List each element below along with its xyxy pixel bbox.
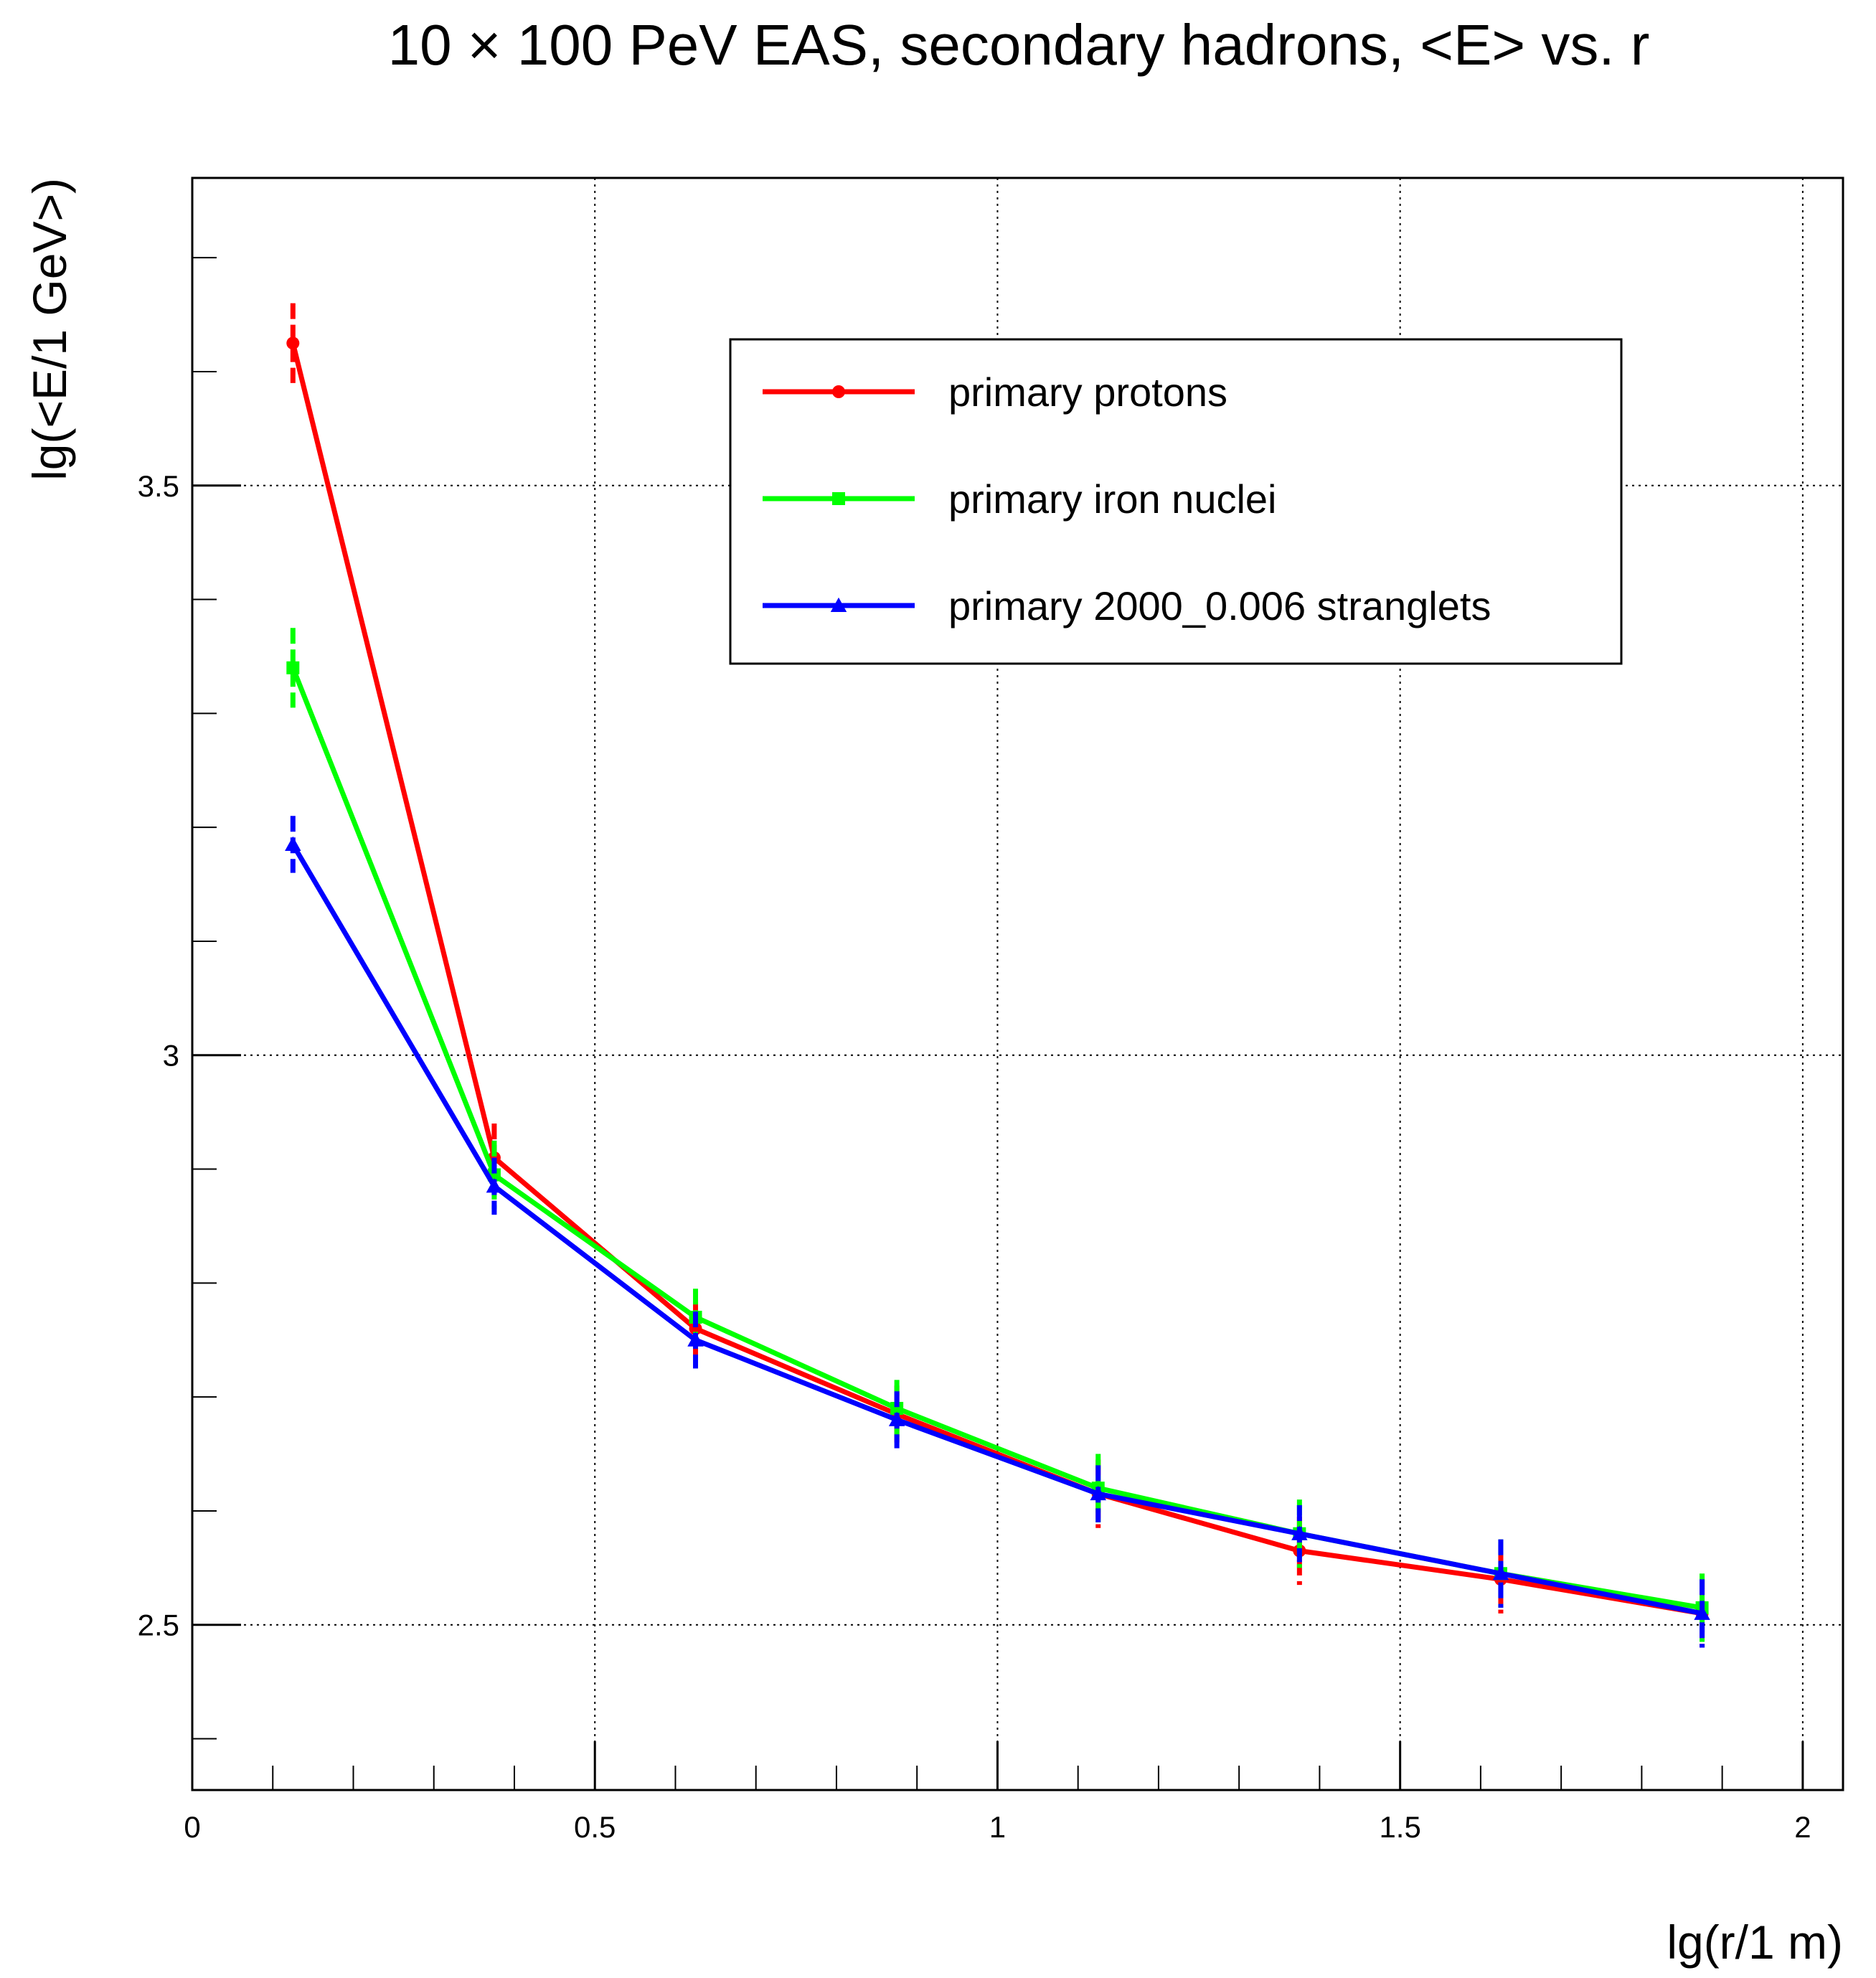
x-tick-label: 2 [1794,1810,1811,1844]
x-axis-title: lg(r/1 m) [1667,1916,1843,1969]
legend-label: primary protons [948,369,1227,415]
data-point [1694,1605,1710,1620]
chart-title: 10 × 100 PeV EAS, secondary hadrons, <E>… [388,13,1650,77]
legend-label: primary iron nuclei [948,476,1277,522]
data-point [285,836,301,851]
data-point [1090,1485,1106,1501]
axis-ticks [191,257,1804,1790]
x-tick-label: 0 [184,1810,200,1844]
x-tick-label: 1 [989,1810,1006,1844]
data-point [689,1322,702,1335]
data-point [286,661,300,674]
data-point [286,336,300,350]
legend-entry: primary 2000_0.006 stranglets [763,583,1491,628]
data-point [1492,1565,1509,1581]
data-point [1291,1525,1308,1540]
legend-swatch-marker [832,492,845,505]
legend-entries: primary protons primary iron nuclei primar… [763,369,1491,628]
legend-label: primary 2000_0.006 stranglets [948,583,1491,628]
series-3 [285,816,1710,1648]
data-point [890,1402,904,1416]
data-point [888,1411,905,1426]
plot-series [285,303,1710,1648]
y-axis-title: lg(<E/1 GeV>) [23,178,76,481]
legend-swatch-marker [832,385,845,398]
legend-entry: primary iron nuclei [763,476,1277,522]
x-tick-label: 0.5 [574,1810,616,1844]
data-point [687,1332,704,1347]
legend: primary protons primary iron nuclei primar… [729,338,1623,665]
y-tick-label: 3 [163,1039,179,1073]
y-tick-label: 3.5 [138,469,179,503]
series-line [290,342,1703,1616]
legend-swatch-marker [830,597,847,612]
x-tick-label: 1.5 [1379,1810,1420,1844]
series-line [291,843,1703,1616]
axis-tick-labels: 0 0.5 1 1.5 2 2.5 3 3.5 [138,469,1811,1844]
legend-entry: primary protons [763,369,1227,415]
data-point [486,1178,503,1193]
y-tick-label: 2.5 [138,1609,179,1642]
plot-frame [191,176,1844,1791]
